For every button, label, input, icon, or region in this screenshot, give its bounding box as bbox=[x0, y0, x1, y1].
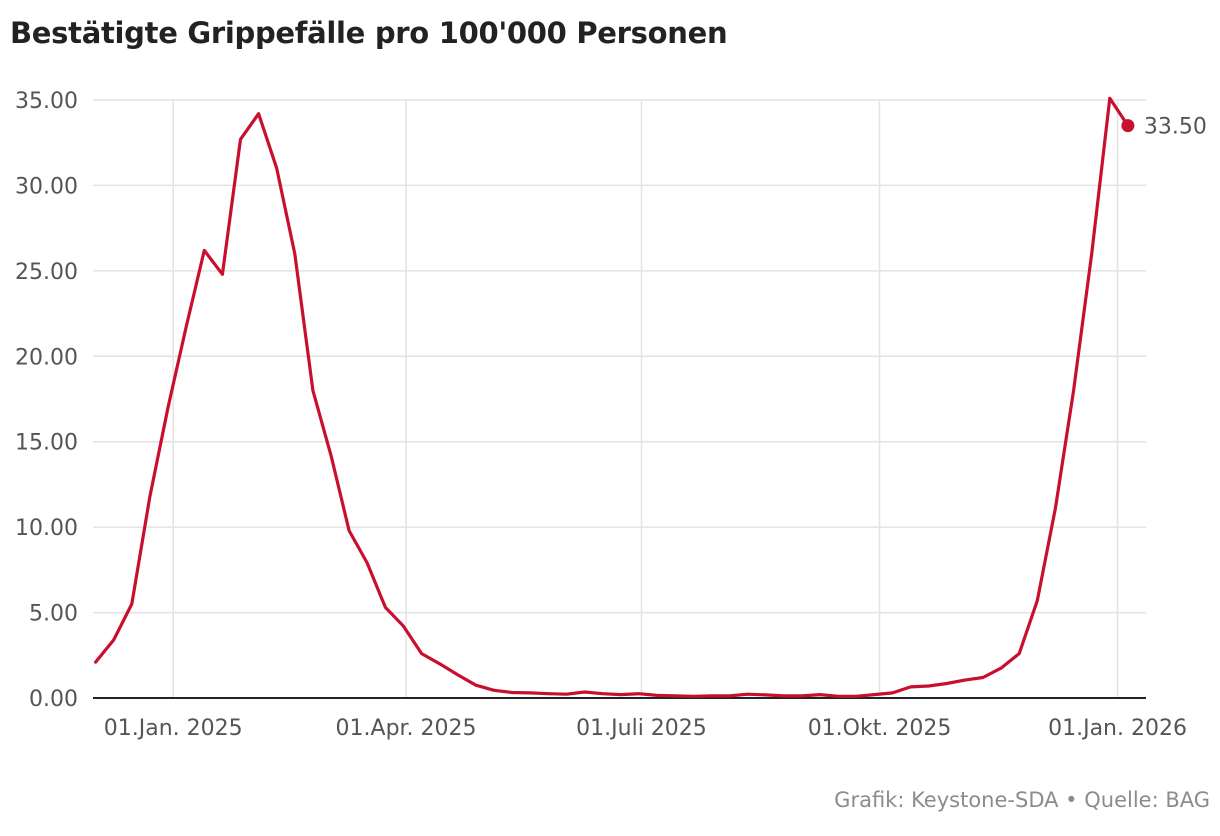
x-gridlines bbox=[172, 100, 1119, 698]
x-tick-label: 01.Jan. 2025 bbox=[104, 716, 243, 741]
chart-title: Bestätigte Grippefälle pro 100'000 Perso… bbox=[10, 16, 728, 50]
x-tick-label: 01.Jan. 2026 bbox=[1048, 716, 1187, 741]
y-tick-label: 30.00 bbox=[15, 174, 78, 199]
y-gridlines bbox=[93, 99, 1146, 614]
x-tick-label: 01.Juli 2025 bbox=[576, 716, 707, 741]
last-value-marker bbox=[1121, 119, 1135, 133]
x-tick-label: 01.Apr. 2025 bbox=[336, 716, 477, 741]
last-value-label: 33.50 bbox=[1144, 115, 1207, 140]
y-tick-label: 5.00 bbox=[29, 602, 78, 627]
y-tick-label: 35.00 bbox=[15, 89, 78, 114]
y-tick-label: 0.00 bbox=[29, 687, 78, 712]
source-credit: Grafik: Keystone-SDA • Quelle: BAG bbox=[834, 788, 1210, 812]
y-axis-tick-labels: 0.00 5.00 10.00 15.00 20.00 25.00 30.00 35.00 bbox=[15, 89, 78, 712]
y-tick-label: 10.00 bbox=[15, 516, 78, 541]
y-tick-label: 25.00 bbox=[15, 260, 78, 285]
y-tick-label: 15.00 bbox=[15, 431, 78, 456]
y-tick-label: 20.00 bbox=[15, 345, 78, 370]
x-axis-tick-labels: 01.Jan. 2025 01.Apr. 2025 01.Juli 2025 01.O… bbox=[104, 716, 1187, 741]
series-line bbox=[94, 96, 1130, 698]
x-tick-label: 01.Okt. 2025 bbox=[808, 716, 952, 741]
